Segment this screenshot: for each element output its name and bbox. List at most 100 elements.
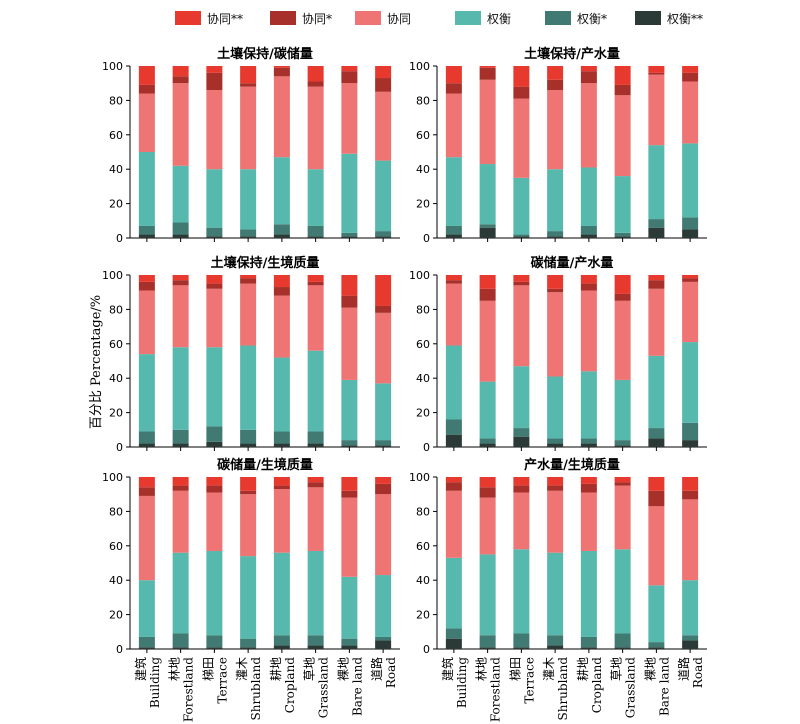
bar-segment (172, 429, 189, 444)
bar-segment (375, 236, 392, 238)
bar-segment (479, 438, 496, 444)
x-category-text: 林地Forestland (475, 657, 503, 722)
bar-segment (341, 236, 358, 238)
bar-segment (138, 281, 155, 291)
panel-title: 产水量/生境质量 (524, 457, 620, 473)
bar-segment (375, 312, 392, 384)
bar-segment (206, 236, 223, 238)
bar-segment (273, 287, 290, 296)
bar-segment (240, 490, 257, 495)
panel-title: 土壤保持/生境质量 (211, 255, 320, 271)
y-tick-label: 60 (416, 129, 430, 142)
bar-segment (682, 635, 699, 641)
legend-swatch-4 (455, 11, 481, 25)
y-tick-label: 40 (109, 574, 123, 587)
bar-segment (580, 225, 597, 235)
bar-segment (138, 487, 155, 496)
bar-segment (479, 647, 496, 649)
bar-segment (682, 281, 699, 343)
bar-segment (138, 225, 155, 235)
bar-segment (580, 290, 597, 372)
bar-segment (513, 236, 530, 238)
bar-segment (580, 477, 597, 484)
panel-2: 土壤保持/产水量 0 20 40 60 80 100 (409, 46, 707, 245)
bar-segment (445, 482, 462, 491)
bar-segment (513, 492, 530, 550)
bar-segment (479, 443, 496, 447)
bar-segment (513, 633, 530, 648)
bar-segment (138, 647, 155, 649)
bar-segment (273, 635, 290, 646)
bar-segment (479, 288, 496, 301)
bar-segment (682, 143, 699, 218)
panel-title: 碳储量/产水量 (531, 255, 614, 271)
bar-segment (341, 645, 358, 649)
bar-segment (240, 556, 257, 639)
bar-segment (614, 293, 631, 301)
bar-segment (682, 275, 699, 279)
x-category-text: 耕地Cropland (268, 657, 297, 714)
y-tick-label: 80 (416, 94, 430, 107)
bar-segment (614, 176, 631, 233)
bar-segment (479, 477, 496, 488)
bar-segment (341, 307, 358, 380)
bar-segment (479, 635, 496, 648)
bar-segment (479, 66, 496, 68)
x-category-text: 道路Road (676, 657, 705, 688)
bar-segment (341, 379, 358, 441)
bar-segment (341, 83, 358, 154)
bar-segment (341, 66, 358, 72)
bar-segment (307, 281, 324, 286)
bar-segment (273, 443, 290, 447)
bar-segment (580, 492, 597, 551)
bar-segment (172, 66, 189, 77)
x-category-label-2-3: 梯田Terrace (508, 657, 536, 704)
bar-segment (648, 275, 665, 281)
bar-segment (240, 169, 257, 230)
y-tick-label: 0 (116, 643, 123, 656)
bar-segment (206, 283, 223, 289)
bar-segment (341, 490, 358, 498)
bar-segment (240, 66, 257, 84)
bar-segment (682, 342, 699, 423)
y-tick-label: 20 (416, 407, 430, 420)
bar-segment (682, 217, 699, 230)
bar-segment (307, 81, 324, 87)
bar-segment (682, 640, 699, 649)
bar-segment (682, 499, 699, 581)
y-tick-label: 80 (109, 505, 123, 518)
bar-segment (172, 222, 189, 235)
y-tick-label: 0 (423, 232, 430, 245)
bar-segment (341, 232, 358, 237)
bar-segment (547, 438, 564, 444)
bar-segment (307, 443, 324, 447)
bar-segment (445, 638, 462, 649)
legend-swatch-6 (635, 11, 661, 25)
bar-segment (138, 234, 155, 238)
bar-segment (513, 485, 530, 493)
bar-segment (682, 278, 699, 282)
x-category-text: 裸地Bare land (642, 657, 671, 716)
bar-segment (547, 645, 564, 649)
bar-segment (341, 153, 358, 233)
bar-segment (375, 477, 392, 484)
x-category-label-1-7: 裸地Bare land (335, 657, 364, 716)
bar-segment (341, 576, 358, 639)
y-tick-label: 100 (409, 269, 430, 282)
bar-segment (206, 477, 223, 486)
legend-label-5: 权衡* (577, 12, 607, 26)
x-category-label-1-3: 梯田Terrace (201, 657, 229, 704)
bar-segment (375, 483, 392, 495)
bar-segment (547, 485, 564, 491)
bar-segment (307, 431, 324, 444)
bar-segment (172, 76, 189, 84)
bar-segment (172, 443, 189, 447)
bar-segment (547, 288, 564, 293)
y-tick-label: 100 (409, 471, 430, 484)
bar-segment (682, 490, 699, 500)
x-category-text: 草地Grassland (303, 657, 331, 719)
bar-segment (307, 275, 324, 282)
bar-segment (240, 283, 257, 346)
panel-1: 土壤保持/碳储量 0 20 40 60 80 100 (102, 46, 400, 245)
bar-segment (240, 86, 257, 170)
